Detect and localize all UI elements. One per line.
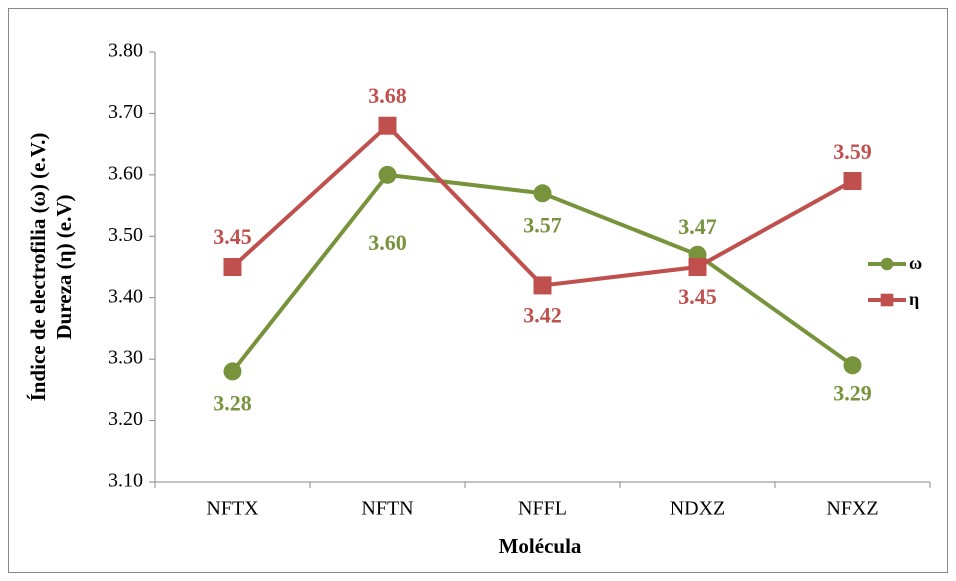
- data-label: 3.29: [833, 380, 872, 405]
- data-label: 3.59: [833, 139, 872, 164]
- y-axis-title: Dureza (η) (e.V): [52, 194, 76, 339]
- x-tick-label: NFXZ: [826, 498, 878, 520]
- data-label: 3.45: [678, 284, 717, 309]
- marker: [533, 184, 552, 203]
- y-tick-label: 3.80: [108, 40, 143, 62]
- marker: [378, 116, 397, 135]
- marker: [378, 165, 397, 184]
- marker: [533, 276, 552, 295]
- data-label: 3.28: [213, 390, 252, 415]
- marker: [843, 356, 862, 375]
- legend-label: η: [909, 289, 919, 309]
- marker: [688, 258, 707, 276]
- data-label: 3.60: [368, 230, 407, 255]
- y-tick-label: 3.10: [108, 470, 143, 492]
- data-label: 3.57: [523, 212, 562, 237]
- x-tick-label: NFTN: [361, 498, 413, 520]
- y-tick-label: 3.70: [108, 101, 143, 123]
- y-tick-label: 3.40: [108, 285, 143, 307]
- y-axis-title: Índice de electrofilia (ω) (e.V.): [26, 133, 50, 402]
- marker: [223, 258, 242, 276]
- legend-label: ω: [909, 253, 922, 273]
- x-tick-label: NDXZ: [670, 498, 726, 520]
- data-label: 3.47: [678, 214, 717, 239]
- data-label: 3.68: [368, 83, 407, 108]
- x-axis-title: Molécula: [499, 534, 582, 558]
- marker: [223, 362, 242, 381]
- data-label: 3.45: [213, 224, 252, 249]
- y-tick-label: 3.20: [108, 408, 143, 430]
- marker: [843, 172, 862, 190]
- x-tick-label: NFFL: [518, 498, 567, 520]
- y-tick-label: 3.30: [108, 347, 143, 369]
- y-tick-label: 3.50: [108, 224, 143, 246]
- y-tick-label: 3.60: [108, 162, 143, 184]
- legend-marker: [880, 257, 894, 271]
- x-tick-label: NFTX: [206, 498, 259, 520]
- data-label: 3.42: [523, 302, 562, 327]
- legend-marker: [880, 293, 894, 307]
- chart-border: [8, 8, 948, 573]
